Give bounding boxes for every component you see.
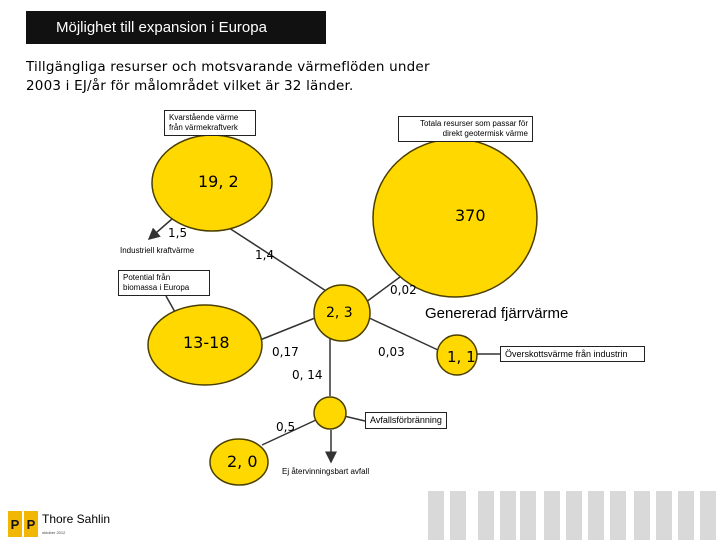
- value-0-02: 0,02: [390, 283, 417, 297]
- grey-block: [634, 491, 650, 540]
- value-0-5: 0,5: [276, 420, 296, 434]
- box-totala-resurser: Totala resurser som passar för direkt ge…: [398, 116, 533, 142]
- slide-title-bar: Möjlighet till expansion i Europa: [26, 11, 326, 44]
- grey-block: [520, 491, 536, 540]
- value-1-5: 1,5: [168, 226, 188, 240]
- grey-block: [610, 491, 626, 540]
- label-ej-atervinningsbart-avfall: Ej återvinningsbart avfall: [282, 467, 370, 476]
- author-name: Thore Sahlin: [42, 512, 111, 526]
- slide-title: Möjlighet till expansion i Europa: [56, 19, 267, 36]
- line-node0-5-to-node2-0: [261, 419, 317, 446]
- value-1-4: 1,4: [255, 248, 275, 262]
- line-node2-3-to-node1-1: [364, 315, 439, 351]
- node-2-0: [209, 438, 269, 486]
- label-genererad-fjarrvarme: Genererad fjärrvärme: [425, 305, 569, 322]
- node-2-3: [313, 284, 371, 342]
- line-node13-to-node2-3: [259, 315, 321, 341]
- value-19-2: 19, 2: [198, 172, 239, 191]
- node-13-18: [147, 304, 263, 386]
- value-2-3: 2, 3: [326, 305, 353, 321]
- line-node0-5-to-avfall: [343, 415, 366, 422]
- grey-block: [566, 491, 582, 540]
- svg-text:P: P: [11, 517, 20, 532]
- grey-block: [678, 491, 694, 540]
- value-1-1: 1, 1: [447, 348, 476, 366]
- grey-block: [500, 491, 516, 540]
- value-0-17: 0,17: [272, 345, 299, 359]
- grey-block: [544, 491, 560, 540]
- company-logo: P P: [8, 511, 38, 537]
- box-kvarstaende-varme: Kvarstående värme från värmekraftverk: [164, 110, 256, 136]
- box-avfallsforbranning: Avfallsförbränning: [365, 412, 447, 429]
- value-0-03: 0,03: [378, 345, 405, 359]
- box-overskottsvarme: Överskottsvärme från industrin: [500, 346, 645, 362]
- grey-block: [478, 491, 494, 540]
- value-370: 370: [455, 206, 486, 225]
- grey-block: [588, 491, 604, 540]
- node-1-1: [436, 334, 478, 376]
- label-industriell-kraftvarme: Industriell kraftvärme: [120, 246, 195, 255]
- value-13-18: 13-18: [183, 333, 230, 352]
- line-biomassa-to-node13: [165, 295, 176, 313]
- box-biomassa: Potential från biomassa i Europa: [118, 270, 210, 296]
- footer-date: oktober 2012: [42, 530, 66, 535]
- value-2-0: 2, 0: [227, 452, 258, 471]
- value-0-14: 0, 14: [292, 368, 323, 382]
- decorative-grey-blocks: [428, 491, 716, 540]
- node-0-5: [313, 396, 347, 430]
- grey-block: [450, 491, 466, 540]
- line-node370-to-node2-3: [361, 276, 401, 306]
- line-node19-to-node2-3: [225, 225, 341, 301]
- grey-block: [428, 491, 444, 540]
- grey-block: [700, 491, 716, 540]
- grey-block: [656, 491, 672, 540]
- svg-text:P: P: [27, 517, 36, 532]
- slide-subtitle: Tillgängliga resurser och motsvarande vä…: [26, 59, 430, 94]
